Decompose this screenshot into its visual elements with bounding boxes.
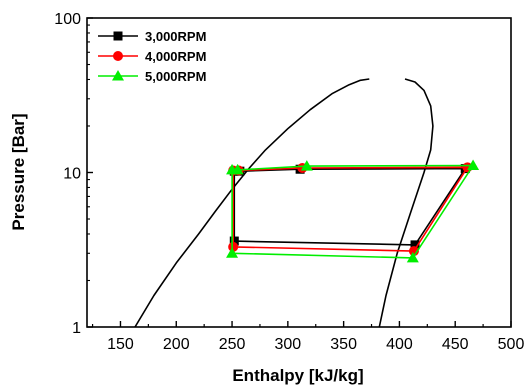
legend: 3,000RPM 4,000RPM 5,000RPM	[98, 29, 206, 84]
y-tick-label: 1	[72, 320, 81, 337]
series-line	[233, 167, 467, 246]
legend-item: 3,000RPM	[98, 29, 206, 44]
series-line	[232, 166, 469, 252]
x-tick-label: 250	[219, 336, 246, 353]
series-point	[410, 240, 420, 250]
legend-item: 4,000RPM	[98, 49, 206, 64]
x-tick-label: 450	[442, 336, 469, 353]
x-tick-label: 300	[274, 336, 301, 353]
series-point	[231, 163, 244, 175]
x-tick-label: 350	[330, 336, 357, 353]
legend-swatch-marker	[113, 31, 123, 41]
x-tick-label: 150	[107, 336, 134, 353]
legend-swatch-marker	[112, 70, 124, 81]
x-tick-label: 200	[163, 336, 190, 353]
legend-label: 5,000RPM	[145, 69, 206, 84]
y-axis-label: Pressure [Bar]	[9, 113, 28, 230]
series-5,000RPM	[226, 159, 480, 263]
series-point	[226, 247, 239, 258]
saturation-dome	[134, 78, 434, 327]
saturated-vapor-line	[378, 78, 434, 327]
series-point	[228, 241, 239, 252]
saturated-liquid-line	[134, 78, 370, 327]
legend-label: 4,000RPM	[145, 49, 206, 64]
tick-layer: 150 200 250 300 350 400 450 500 1 10 100	[54, 11, 524, 353]
legend-label: 3,000RPM	[145, 29, 206, 44]
legend-swatch-marker	[113, 51, 123, 61]
series-point	[229, 236, 239, 246]
x-tick-label: 400	[386, 336, 413, 353]
x-axis-label: Enthalpy [kJ/kg]	[232, 366, 363, 385]
series-point	[467, 159, 480, 170]
y-tick-label: 10	[63, 166, 81, 183]
x-tick-label: 500	[498, 336, 525, 353]
y-tick-label: 100	[54, 11, 81, 28]
series-point	[300, 160, 313, 171]
series-point	[406, 251, 419, 263]
series-layer	[226, 159, 480, 263]
legend-item: 5,000RPM	[98, 69, 206, 84]
series-3,000RPM	[229, 164, 470, 250]
